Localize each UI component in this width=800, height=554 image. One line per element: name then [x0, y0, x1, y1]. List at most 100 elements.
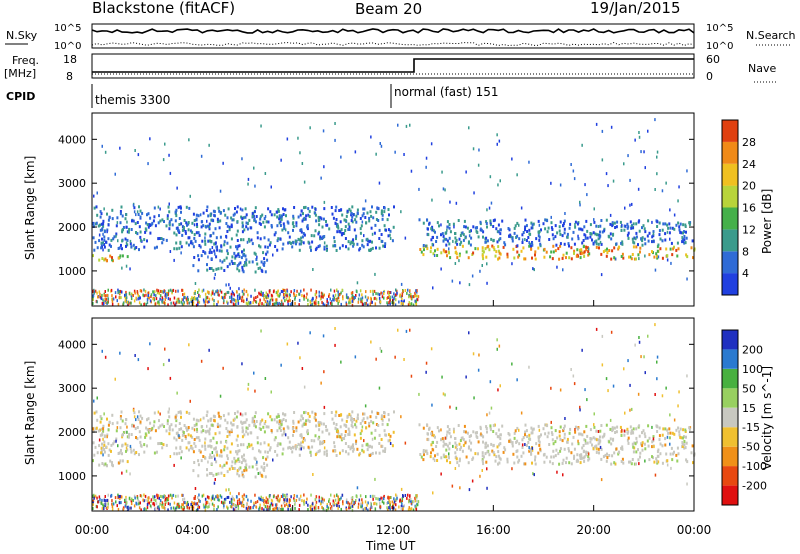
power-echo-cell — [656, 225, 659, 228]
velocity-echo-cell — [289, 508, 292, 512]
power-echo-cell — [423, 248, 425, 252]
power-echo-cell — [294, 297, 296, 301]
power-echo-cell — [333, 240, 336, 244]
velocity-echo-cell — [400, 415, 402, 419]
velocity-echo-cell — [143, 443, 146, 447]
velocity-echo-cell — [580, 456, 583, 460]
power-echo-cell — [373, 297, 375, 301]
power-echo-cell — [197, 254, 200, 258]
power-echo-cell — [283, 295, 286, 299]
power-echo-cell — [209, 248, 212, 252]
velocity-echo-cell — [387, 413, 390, 416]
power-echo-cell — [320, 217, 323, 221]
velocity-echo-cell — [106, 417, 108, 421]
power-echo-cell — [335, 223, 338, 227]
velocity-echo-cell — [318, 435, 321, 439]
power-echo-cell — [112, 297, 114, 301]
power-echo-cell — [559, 232, 562, 236]
power-echo-cell — [254, 252, 257, 256]
power-echo-cell — [374, 223, 377, 227]
power-echo-cell — [245, 261, 247, 265]
power-echo-cell — [599, 230, 601, 234]
velocity-echo-cell — [287, 504, 289, 508]
power-echo-cell — [583, 225, 586, 229]
power-echo-cell — [335, 218, 338, 221]
velocity-echo-cell — [225, 488, 227, 492]
velocity-echo-cell — [607, 389, 609, 393]
power-echo-cell — [116, 299, 118, 303]
velocity-echo-cell — [480, 433, 483, 437]
power-echo-cell — [497, 230, 500, 234]
power-colorbar-tick: 28 — [742, 136, 756, 149]
power-echo-cell — [499, 179, 501, 183]
velocity-echo-cell — [255, 505, 258, 509]
velocity-echo-cell — [507, 432, 510, 435]
power-echo-cell — [381, 213, 384, 217]
velocity-echo-cell — [185, 446, 188, 450]
velocity-echo-cell — [318, 495, 320, 499]
velocity-echo-cell — [256, 436, 259, 440]
velocity-echo-cell — [334, 343, 336, 347]
velocity-echo-cell — [498, 443, 501, 447]
velocity-echo-cell — [564, 417, 566, 420]
xtick-label: 20:00 — [576, 523, 611, 537]
velocity-echo-cell — [345, 508, 348, 512]
velocity-echo-cell — [168, 428, 171, 432]
velocity-echo-cell — [669, 413, 671, 417]
power-echo-cell — [415, 302, 418, 306]
power-echo-cell — [512, 247, 515, 251]
power-echo-cell — [215, 236, 218, 240]
velocity-echo-cell — [475, 434, 478, 438]
velocity-echo-cell — [441, 437, 444, 441]
power-echo-cell — [211, 291, 214, 295]
velocity-echo-cell — [260, 473, 263, 477]
power-echo-cell — [107, 237, 110, 241]
power-echo-cell — [665, 247, 668, 251]
power-echo-cell — [335, 205, 338, 209]
velocity-echo-cell — [220, 500, 223, 504]
velocity-echo-cell — [180, 415, 182, 419]
velocity-echo-cell — [116, 426, 119, 430]
velocity-echo-cell — [164, 506, 166, 510]
power-echo-cell — [543, 255, 546, 259]
velocity-echo-cell — [266, 498, 269, 502]
velocity-echo-cell — [554, 429, 557, 433]
power-echo-cell — [692, 256, 694, 260]
velocity-echo-cell — [260, 498, 263, 502]
power-echo-cell — [220, 295, 223, 299]
power-echo-cell — [153, 246, 156, 250]
power-echo-cell — [105, 259, 108, 263]
velocity-echo-cell — [195, 418, 198, 422]
power-echo-cell — [309, 126, 311, 130]
velocity-echo-cell — [373, 494, 376, 498]
velocity-echo-cell — [359, 494, 362, 498]
power-echo-cell — [295, 293, 298, 297]
velocity-echo-cell — [381, 500, 384, 504]
power-echo-cell — [478, 148, 480, 152]
power-echo-cell — [152, 297, 154, 301]
power-echo-cell — [311, 205, 314, 209]
power-echo-cell — [638, 229, 641, 233]
velocity-echo-cell — [104, 462, 107, 466]
velocity-echo-cell — [103, 507, 105, 510]
power-echo-cell — [254, 220, 257, 224]
velocity-ytick-label: 2000 — [58, 426, 86, 439]
power-echo-cell — [308, 215, 311, 218]
velocity-echo-cell — [675, 428, 678, 432]
velocity-echo-cell — [409, 507, 411, 511]
velocity-echo-cell — [182, 431, 185, 434]
power-echo-cell — [349, 209, 352, 213]
power-colorbar-segment — [722, 141, 738, 164]
velocity-echo-cell — [524, 462, 527, 466]
power-echo-cell — [319, 297, 322, 301]
velocity-echo-cell — [117, 507, 120, 511]
velocity-echo-cell — [156, 496, 159, 500]
power-echo-cell — [143, 288, 145, 292]
power-echo-cell — [96, 246, 99, 250]
power-echo-cell — [397, 123, 399, 127]
power-echo-cell — [373, 231, 376, 235]
velocity-echo-cell — [563, 424, 566, 428]
velocity-echo-cell — [342, 502, 344, 506]
power-echo-cell — [430, 238, 433, 242]
power-echo-cell — [254, 206, 257, 210]
